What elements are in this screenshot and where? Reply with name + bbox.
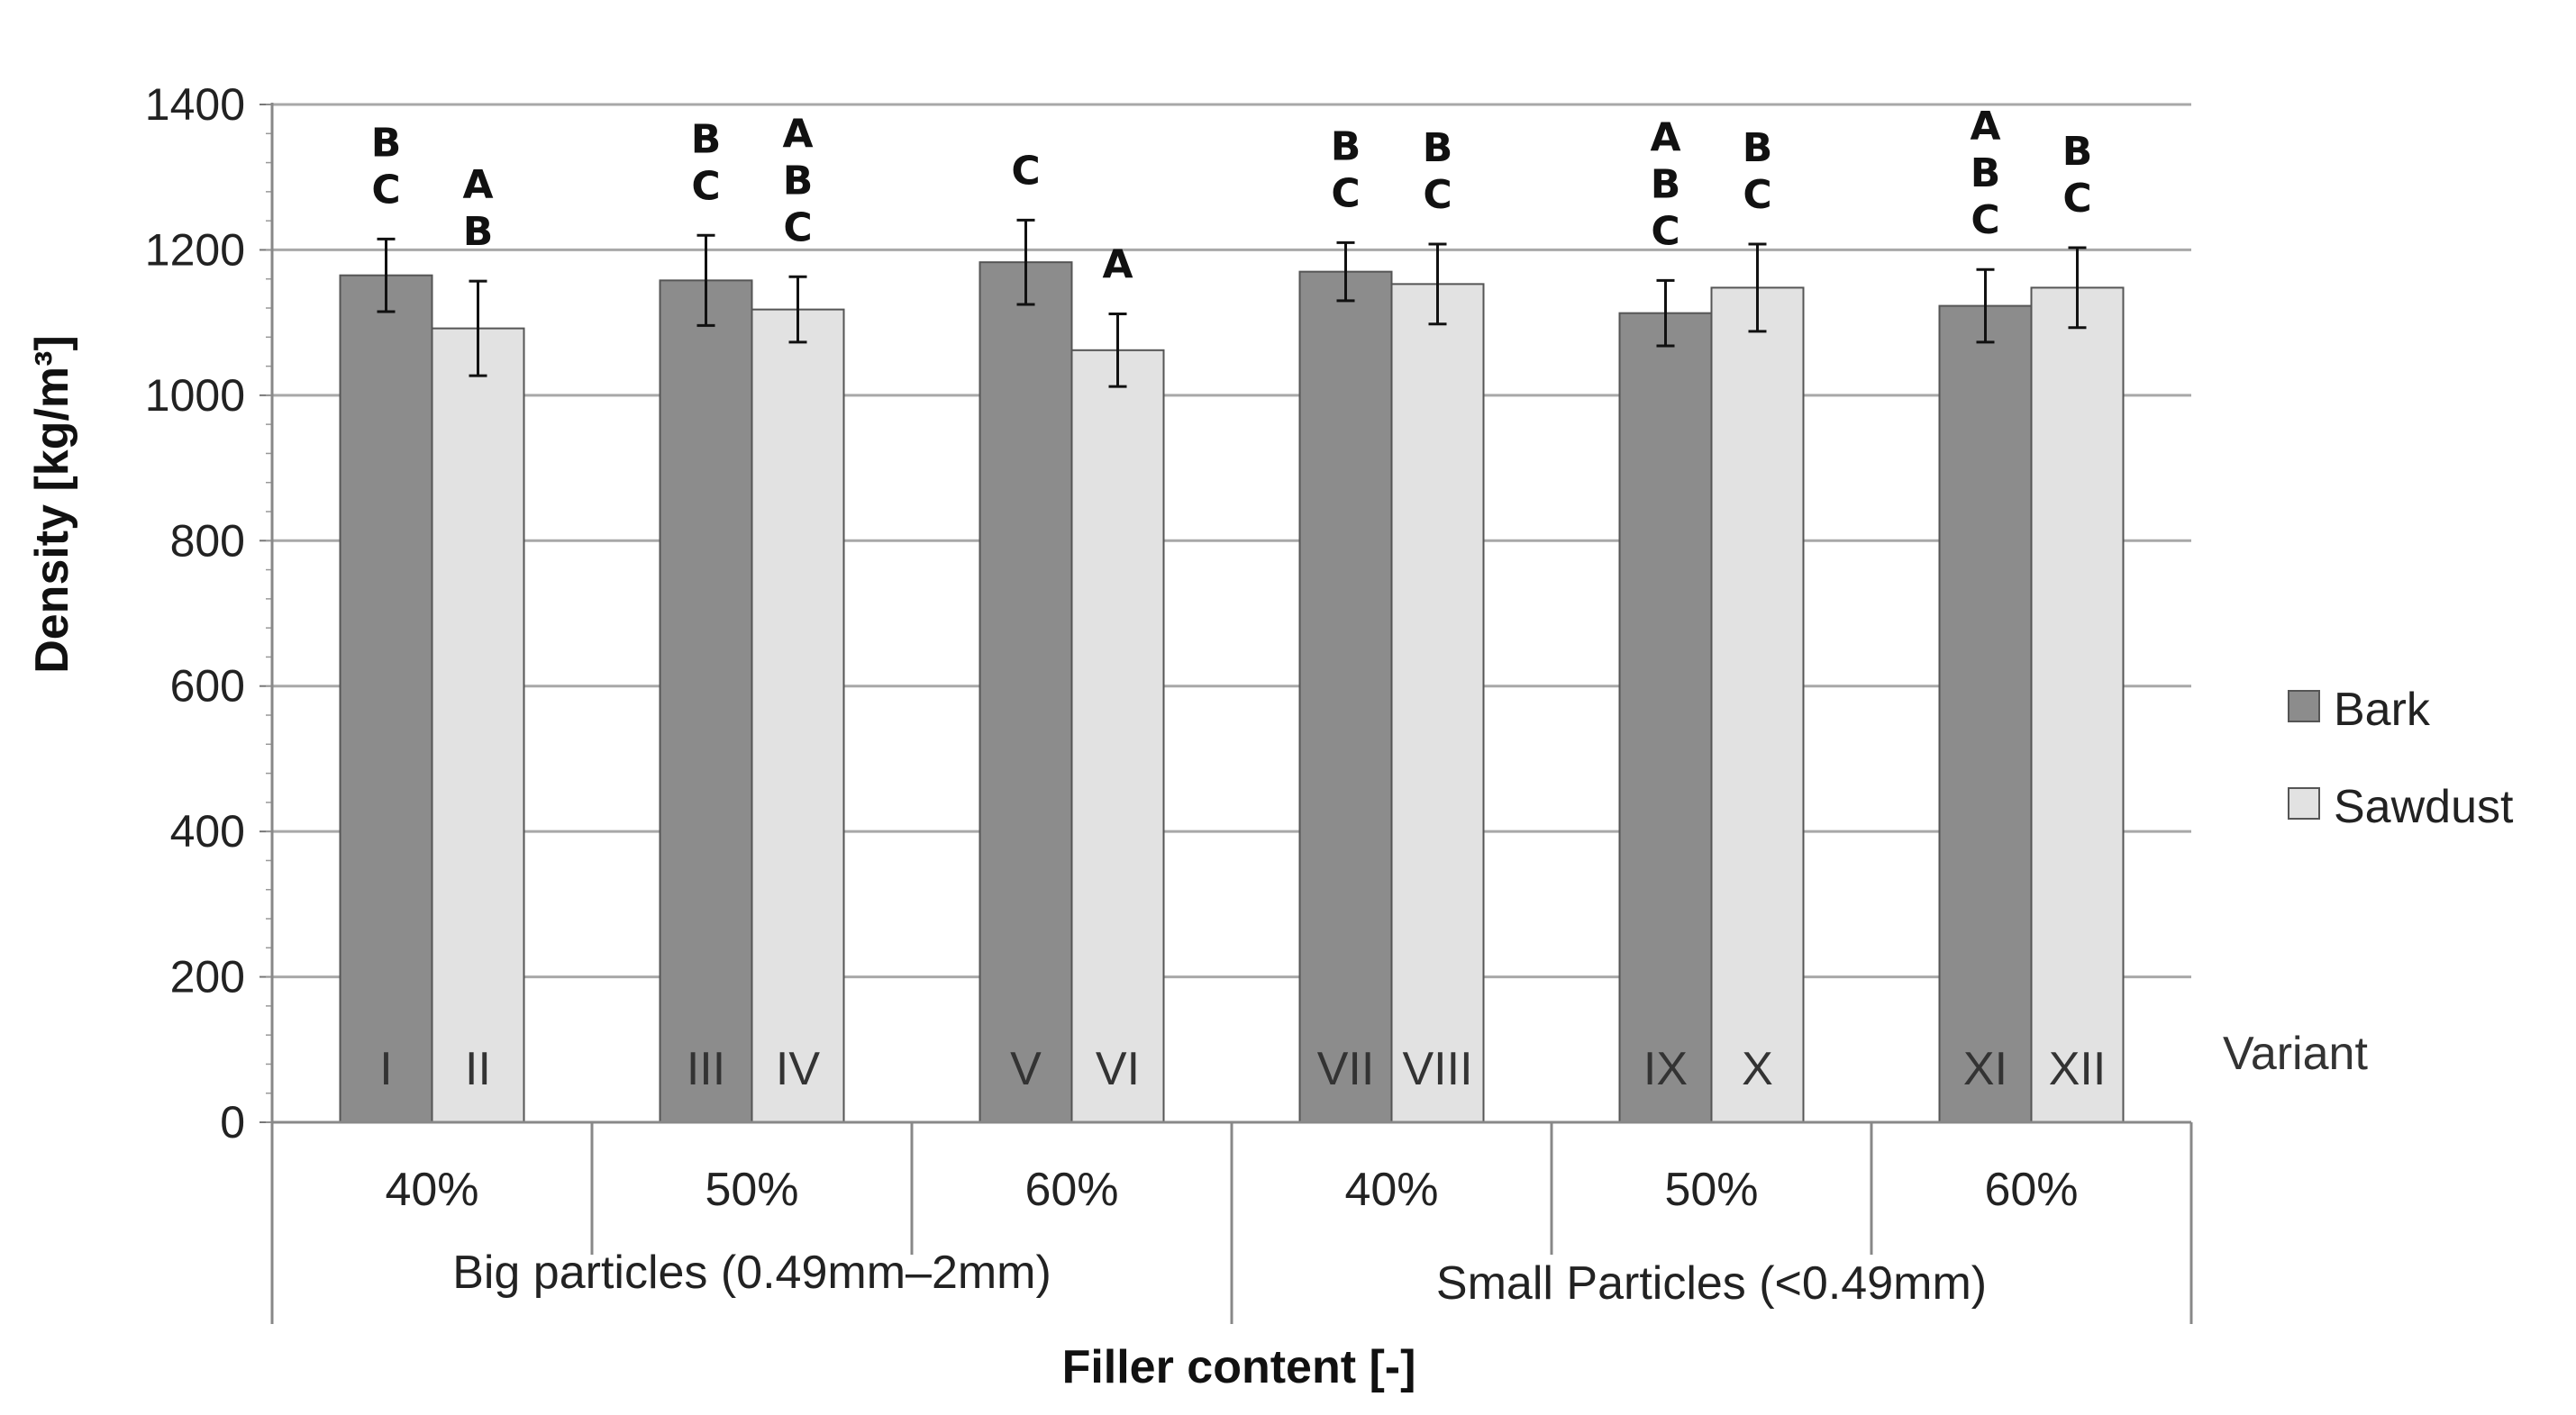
y-tick-label: 1200 bbox=[145, 224, 245, 275]
variant-label-IX: IX bbox=[1643, 1043, 1688, 1095]
variant-label-VI: VI bbox=[1096, 1043, 1140, 1095]
legend-swatch-sawdust bbox=[2288, 787, 2320, 820]
y-tick-label: 600 bbox=[170, 661, 245, 712]
significance-letter: B bbox=[1331, 123, 1361, 169]
significance-letter: C bbox=[371, 167, 400, 213]
bar-sawdust-6 bbox=[2030, 286, 2125, 1123]
category-label: 60% bbox=[1024, 1164, 1118, 1216]
group-label: Big particles (0.49mm–2mm) bbox=[452, 1247, 1051, 1299]
labels: 0200400600800100012001400IBCIIABIIIBCIVA… bbox=[145, 79, 2107, 1310]
bar-bark-6 bbox=[1938, 304, 2033, 1124]
significance-letter: A bbox=[462, 162, 493, 208]
variant-label-XI: XI bbox=[1963, 1043, 2007, 1095]
variant-label-III: III bbox=[687, 1043, 725, 1095]
significance-letter: C bbox=[1423, 172, 1452, 218]
significance-letter: B bbox=[463, 209, 494, 255]
significance-letter: B bbox=[1423, 125, 1453, 171]
bar-bark-1 bbox=[339, 274, 433, 1123]
y-tick-label: 200 bbox=[170, 952, 245, 1002]
variant-label: Variant bbox=[2223, 1028, 2368, 1080]
y-tick-label: 0 bbox=[220, 1097, 245, 1147]
variant-label-I: I bbox=[379, 1043, 392, 1095]
y-tick-label: 1400 bbox=[145, 79, 245, 130]
variant-label-VIII: VIII bbox=[1402, 1043, 1472, 1095]
significance-letter: C bbox=[1651, 208, 1679, 254]
significance-letter: B bbox=[2062, 129, 2093, 175]
category-label: 50% bbox=[1664, 1164, 1758, 1216]
bar-sawdust-5 bbox=[1710, 286, 1805, 1123]
significance-letter: B bbox=[1743, 125, 1773, 171]
legend: Bark Sawdust bbox=[2288, 684, 2514, 833]
significance-letter: C bbox=[1743, 172, 1771, 218]
bar-sawdust-2 bbox=[751, 308, 845, 1124]
legend-label-bark: Bark bbox=[2334, 684, 2431, 736]
bar-bark-2 bbox=[659, 279, 753, 1124]
legend-label-sawdust: Sawdust bbox=[2334, 781, 2514, 833]
group-label: Small Particles (<0.49mm) bbox=[1436, 1257, 1987, 1310]
axes bbox=[259, 103, 2193, 1324]
variant-label-II: II bbox=[465, 1043, 491, 1095]
y-tick-label: 400 bbox=[170, 806, 245, 857]
y-tick-label: 800 bbox=[170, 515, 245, 566]
bar-sawdust-4 bbox=[1390, 283, 1485, 1124]
category-label: 60% bbox=[1984, 1164, 2078, 1216]
significance-letter: A bbox=[1970, 104, 2000, 150]
significance-letter: B bbox=[691, 116, 722, 162]
significance-letter: C bbox=[783, 204, 812, 250]
significance-letter: C bbox=[691, 163, 720, 209]
legend-swatch-bark bbox=[2288, 690, 2320, 722]
category-label: 40% bbox=[385, 1164, 478, 1216]
significance-letter: A bbox=[782, 111, 813, 157]
significance-letter: A bbox=[1650, 114, 1680, 160]
y-axis-title: Density [kg/m³] bbox=[26, 335, 78, 674]
significance-letter: C bbox=[1971, 197, 1999, 243]
bar-sawdust-3 bbox=[1070, 349, 1165, 1124]
significance-letter: C bbox=[2062, 176, 2091, 222]
variant-label-V: V bbox=[1010, 1043, 1042, 1095]
significance-letter: B bbox=[1971, 150, 2001, 196]
bar-bark-4 bbox=[1298, 270, 1393, 1123]
significance-letter: B bbox=[371, 120, 402, 166]
variant-label-XII: XII bbox=[2049, 1043, 2107, 1095]
gridlines bbox=[272, 103, 2191, 979]
y-tick-label: 1000 bbox=[145, 370, 245, 421]
x-axis-title: Filler content [-] bbox=[1062, 1341, 1416, 1393]
significance-letter: C bbox=[1331, 170, 1360, 216]
variant-label-IV: IV bbox=[776, 1043, 820, 1095]
significance-letter: B bbox=[783, 158, 814, 204]
bar-bark-5 bbox=[1618, 312, 1713, 1123]
bar-bark-3 bbox=[979, 261, 1073, 1123]
significance-letter: B bbox=[1651, 161, 1681, 207]
bars bbox=[339, 218, 2125, 1124]
significance-letter: A bbox=[1102, 241, 1133, 287]
variant-label-VII: VII bbox=[1317, 1043, 1375, 1095]
bar-sawdust-1 bbox=[431, 327, 525, 1124]
category-label: 50% bbox=[705, 1164, 798, 1216]
category-label: 40% bbox=[1344, 1164, 1438, 1216]
variant-label-X: X bbox=[1742, 1043, 1773, 1095]
significance-letter: C bbox=[1011, 148, 1040, 194]
